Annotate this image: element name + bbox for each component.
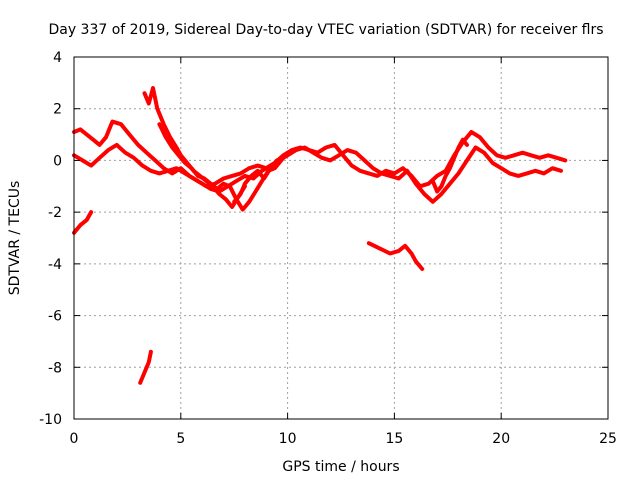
data-series-group	[72, 86, 568, 385]
y-tick-label: -2	[48, 205, 62, 221]
series-track-8	[430, 137, 469, 194]
y-tick-label: -10	[39, 412, 62, 428]
x-tick-label: 10	[279, 431, 297, 447]
y-tick-label: -8	[48, 360, 62, 376]
series-track-2	[138, 349, 153, 385]
y-tick-label: -6	[48, 309, 62, 325]
series-track-3	[366, 241, 425, 271]
y-tick-label: 2	[53, 102, 62, 118]
y-tick-label: 0	[53, 153, 62, 169]
chart-title: Day 337 of 2019, Sidereal Day-to-day VTE…	[48, 22, 603, 38]
x-tick-label: 25	[599, 431, 617, 447]
series-track-5	[72, 142, 563, 204]
y-tick-label: 4	[53, 50, 62, 66]
y-tick-labels: -10 -8 -6 -4 -2 0 2 4	[39, 50, 62, 428]
series-track-4	[72, 119, 568, 189]
x-tick-label: 0	[70, 431, 79, 447]
y-axis-label: SDTVAR / TECUs	[7, 181, 23, 296]
x-tick-label: 5	[176, 431, 185, 447]
x-tick-labels: 0 5 10 15 20 25	[70, 431, 617, 447]
grid-lines	[74, 57, 608, 419]
x-tick-label: 15	[385, 431, 403, 447]
y-tick-label: -4	[48, 257, 62, 273]
x-axis-label: GPS time / hours	[282, 459, 399, 475]
x-tick-label: 20	[492, 431, 510, 447]
series-track-1	[72, 210, 94, 235]
plot-frame	[73, 56, 609, 420]
series-track-9	[232, 158, 279, 204]
axis-ticks	[73, 56, 609, 420]
